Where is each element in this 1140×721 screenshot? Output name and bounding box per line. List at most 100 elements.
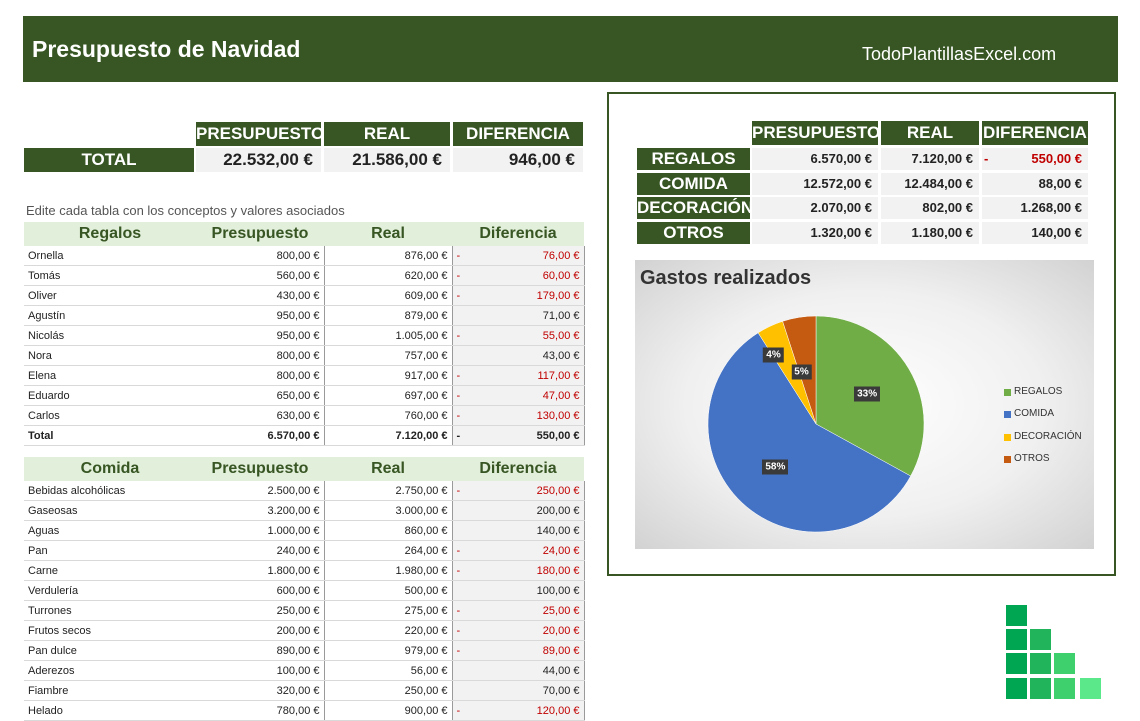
real-cell[interactable]: 876,00 € <box>324 246 453 266</box>
concept-cell[interactable]: Aderezos <box>24 660 196 681</box>
diferencia-cell[interactable]: - 25,00 € <box>452 600 585 621</box>
presupuesto-cell[interactable]: 430,00 € <box>196 285 325 306</box>
diferencia-cell[interactable]: - 179,00 € <box>452 285 585 306</box>
presupuesto-cell[interactable]: 320,00 € <box>196 680 325 701</box>
pie-slice-comida[interactable] <box>707 332 911 533</box>
real-cell[interactable]: 1.980,00 € <box>324 560 453 581</box>
real-cell[interactable]: 900,00 € <box>324 700 453 721</box>
real-cell[interactable]: 697,00 € <box>324 385 453 406</box>
diferencia-cell[interactable]: - 89,00 € <box>452 640 585 661</box>
real-cell[interactable]: 220,00 € <box>324 620 453 641</box>
summary-real[interactable]: 1.180,00 € <box>881 221 979 244</box>
legend-entry-otros[interactable]: OTROS <box>1014 452 1050 464</box>
real-cell[interactable]: 7.120,00 € <box>324 425 453 446</box>
presupuesto-cell[interactable]: 1.000,00 € <box>196 520 325 541</box>
summary-presupuesto[interactable]: 6.570,00 € <box>752 148 878 170</box>
diferencia-cell[interactable]: 200,00 € <box>452 500 585 521</box>
real-cell[interactable]: 620,00 € <box>324 265 453 286</box>
total-diferencia[interactable]: 946,00 € <box>453 148 583 172</box>
real-cell[interactable]: 2.750,00 € <box>324 481 453 501</box>
real-cell[interactable]: 860,00 € <box>324 520 453 541</box>
concept-cell[interactable]: Total <box>24 425 196 446</box>
diferencia-cell[interactable]: 140,00 € <box>452 520 585 541</box>
concept-cell[interactable]: Carne <box>24 560 196 581</box>
presupuesto-cell[interactable]: 800,00 € <box>196 345 325 366</box>
diferencia-cell[interactable]: - 76,00 € <box>452 246 585 266</box>
presupuesto-cell[interactable]: 100,00 € <box>196 660 325 681</box>
concept-cell[interactable]: Fiambre <box>24 680 196 701</box>
concept-cell[interactable]: Tomás <box>24 265 196 286</box>
diferencia-cell[interactable]: 44,00 € <box>452 660 585 681</box>
concept-cell[interactable]: Eduardo <box>24 385 196 406</box>
presupuesto-cell[interactable]: 6.570,00 € <box>196 425 325 446</box>
real-cell[interactable]: 3.000,00 € <box>324 500 453 521</box>
diferencia-cell[interactable]: 71,00 € <box>452 305 585 326</box>
presupuesto-cell[interactable]: 630,00 € <box>196 405 325 426</box>
concept-cell[interactable]: Carlos <box>24 405 196 426</box>
presupuesto-cell[interactable]: 240,00 € <box>196 540 325 561</box>
presupuesto-cell[interactable]: 250,00 € <box>196 600 325 621</box>
presupuesto-cell[interactable]: 650,00 € <box>196 385 325 406</box>
summary-diferencia[interactable]: 88,00 € <box>982 172 1088 195</box>
legend-entry-regalos[interactable]: REGALOS <box>1014 386 1063 397</box>
concept-cell[interactable]: Nicolás <box>24 325 196 346</box>
concept-cell[interactable]: Oliver <box>24 285 196 306</box>
concept-cell[interactable]: Pan dulce <box>24 640 196 661</box>
real-cell[interactable]: 609,00 € <box>324 285 453 306</box>
legend-entry-decoración[interactable]: DECORACIÓN <box>1014 430 1082 442</box>
diferencia-cell[interactable]: - 24,00 € <box>452 540 585 561</box>
presupuesto-cell[interactable]: 3.200,00 € <box>196 500 325 521</box>
diferencia-cell[interactable]: 100,00 € <box>452 580 585 601</box>
presupuesto-cell[interactable]: 780,00 € <box>196 700 325 721</box>
real-cell[interactable]: 275,00 € <box>324 600 453 621</box>
concept-cell[interactable]: Pan <box>24 540 196 561</box>
pie-chart[interactable] <box>635 260 1094 549</box>
concept-cell[interactable]: Gaseosas <box>24 500 196 521</box>
presupuesto-cell[interactable]: 800,00 € <box>196 365 325 386</box>
concept-cell[interactable]: Bebidas alcohólicas <box>24 481 196 501</box>
real-cell[interactable]: 56,00 € <box>324 660 453 681</box>
presupuesto-cell[interactable]: 560,00 € <box>196 265 325 286</box>
presupuesto-cell[interactable]: 1.800,00 € <box>196 560 325 581</box>
diferencia-cell[interactable]: - 120,00 € <box>452 700 585 721</box>
presupuesto-cell[interactable]: 950,00 € <box>196 325 325 346</box>
summary-real[interactable]: 802,00 € <box>881 197 979 219</box>
real-cell[interactable]: 979,00 € <box>324 640 453 661</box>
concept-cell[interactable]: Verdulería <box>24 580 196 601</box>
real-cell[interactable]: 917,00 € <box>324 365 453 386</box>
presupuesto-cell[interactable]: 2.500,00 € <box>196 481 325 501</box>
diferencia-cell[interactable]: - 47,00 € <box>452 385 585 406</box>
legend-entry-comida[interactable]: COMIDA <box>1014 408 1054 420</box>
concept-cell[interactable]: Turrones <box>24 600 196 621</box>
concept-cell[interactable]: Elena <box>24 365 196 386</box>
presupuesto-cell[interactable]: 890,00 € <box>196 640 325 661</box>
diferencia-cell[interactable]: - 550,00 € <box>452 425 585 446</box>
total-presupuesto[interactable]: 22.532,00 € <box>196 148 321 172</box>
diferencia-cell[interactable]: - 250,00 € <box>452 481 585 501</box>
diferencia-cell[interactable]: - 130,00 € <box>452 405 585 426</box>
concept-cell[interactable]: Ornella <box>24 246 196 266</box>
presupuesto-cell[interactable]: 200,00 € <box>196 620 325 641</box>
real-cell[interactable]: 760,00 € <box>324 405 453 426</box>
diferencia-cell[interactable]: 43,00 € <box>452 345 585 366</box>
summary-real[interactable]: 7.120,00 € <box>881 148 979 170</box>
summary-diferencia[interactable]: 140,00 € <box>982 221 1088 244</box>
diferencia-cell[interactable]: - 60,00 € <box>452 265 585 286</box>
real-cell[interactable]: 879,00 € <box>324 305 453 326</box>
summary-presupuesto[interactable]: 12.572,00 € <box>752 172 878 195</box>
concept-cell[interactable]: Aguas <box>24 520 196 541</box>
diferencia-cell[interactable]: - 180,00 € <box>452 560 585 581</box>
real-cell[interactable]: 264,00 € <box>324 540 453 561</box>
diferencia-cell[interactable]: - 117,00 € <box>452 365 585 386</box>
concept-cell[interactable]: Agustín <box>24 305 196 326</box>
diferencia-cell[interactable]: 70,00 € <box>452 680 585 701</box>
concept-cell[interactable]: Helado <box>24 700 196 721</box>
summary-presupuesto[interactable]: 2.070,00 € <box>752 197 878 219</box>
summary-presupuesto[interactable]: 1.320,00 € <box>752 221 878 244</box>
presupuesto-cell[interactable]: 800,00 € <box>196 246 325 266</box>
real-cell[interactable]: 1.005,00 € <box>324 325 453 346</box>
diferencia-cell[interactable]: - 20,00 € <box>452 620 585 641</box>
summary-real[interactable]: 12.484,00 € <box>881 172 979 195</box>
real-cell[interactable]: 757,00 € <box>324 345 453 366</box>
summary-diferencia[interactable]: 1.268,00 € <box>982 197 1088 219</box>
